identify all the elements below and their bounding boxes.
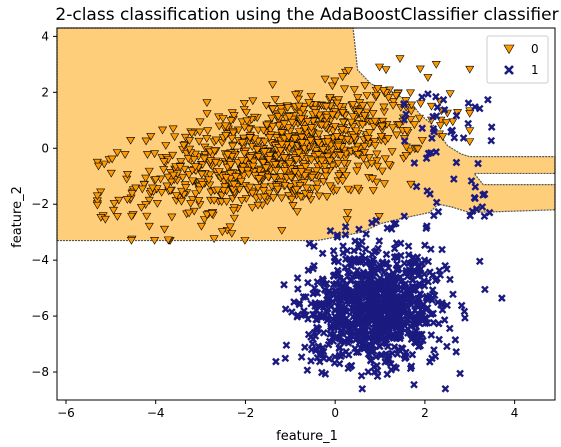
y-tick-label: −8 (31, 365, 49, 379)
x-tick-label: −2 (237, 406, 255, 420)
legend-label-class-1: 1 (531, 63, 539, 77)
x-tick-label: −4 (147, 406, 165, 420)
y-tick-label: 4 (41, 29, 49, 43)
y-tick-label: −6 (31, 309, 49, 323)
legend-box (487, 36, 548, 83)
y-tick-label: −4 (31, 253, 49, 267)
legend-label-class-0: 0 (531, 42, 539, 56)
x-tick-label: −6 (57, 406, 75, 420)
y-axis-ticks: −8 −6 −4 −2 0 2 4 (31, 29, 57, 379)
y-tick-label: 2 (41, 85, 49, 99)
y-tick-label: 0 (41, 141, 49, 155)
x-axis-ticks: −6 −4 −2 0 2 4 (57, 400, 518, 420)
y-axis-label: feature_2 (10, 186, 25, 248)
chart-title: 2-class classification using the AdaBoos… (55, 5, 558, 25)
x-tick-label: 2 (421, 406, 429, 420)
x-tick-label: 4 (511, 406, 519, 420)
plot-area (57, 28, 555, 400)
legend: 0 1 (487, 36, 548, 83)
x-axis-label: feature_1 (276, 429, 338, 444)
y-tick-label: −2 (31, 197, 49, 211)
x-tick-label: 0 (331, 406, 339, 420)
